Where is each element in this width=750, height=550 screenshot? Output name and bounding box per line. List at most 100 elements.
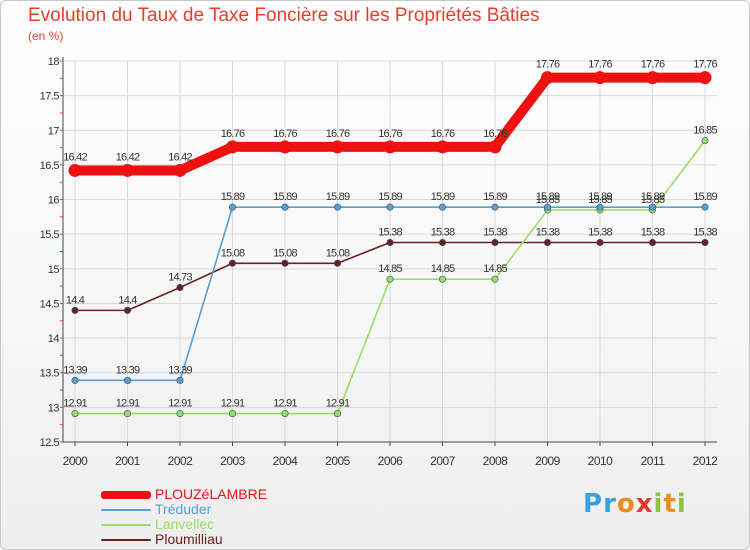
data-label: 15.08 — [326, 247, 350, 259]
data-point — [491, 275, 499, 283]
data-label: 15.85 — [536, 194, 560, 206]
y-axis-unit-label: (en %) — [28, 29, 64, 43]
data-label: 15.89 — [431, 191, 455, 203]
data-point — [71, 306, 79, 314]
data-point — [438, 203, 446, 211]
data-label: 16.42 — [116, 151, 140, 163]
data-label: 15.89 — [588, 191, 612, 203]
legend-swatch — [101, 523, 151, 526]
data-label: 14.4 — [118, 294, 137, 306]
data-point — [438, 238, 446, 246]
series-layer — [68, 71, 712, 418]
y-tick-label: 17 — [48, 125, 60, 137]
data-point — [278, 140, 292, 154]
data-point — [646, 71, 659, 85]
x-tick-label: 2002 — [168, 454, 194, 468]
data-label: 15.38 — [588, 226, 612, 238]
grid-layer — [63, 60, 717, 443]
y-tick-label: 15 — [48, 264, 60, 276]
data-point — [176, 284, 184, 292]
x-tick-label: 2012 — [693, 454, 719, 468]
data-label: 17.76 — [588, 59, 612, 71]
data-label: 15.08 — [221, 247, 245, 259]
y-tick-label: 17.5 — [40, 91, 60, 103]
data-point — [698, 71, 712, 85]
data-label: 17.76 — [641, 59, 665, 71]
data-label: 15.89 — [221, 191, 245, 203]
data-label: 15.85 — [641, 194, 665, 206]
data-label: 12.91 — [63, 398, 87, 410]
data-point — [648, 203, 656, 211]
legend-entry: PLOUZéLAMBRE — [101, 487, 267, 502]
data-label: 16.76 — [431, 128, 455, 140]
proxiti-logo: Proxiti — [583, 489, 687, 519]
data-label: 13.39 — [63, 364, 87, 376]
data-label: 12.91 — [168, 398, 192, 410]
legend-swatch — [101, 508, 151, 511]
data-label: 13.39 — [168, 364, 192, 376]
data-point — [176, 410, 184, 418]
data-point — [541, 71, 554, 85]
legend-swatch — [101, 490, 151, 499]
logo-letter: P — [583, 489, 604, 519]
data-label: 15.89 — [273, 191, 297, 203]
legend-entry: Tréduder — [101, 502, 267, 517]
data-point — [701, 203, 709, 211]
legend: PLOUZéLAMBRE Tréduder Lanvellec Ploumilliau — [101, 487, 267, 547]
data-point — [281, 259, 289, 267]
logo-letter: t — [663, 489, 677, 519]
data-label: 15.89 — [483, 191, 507, 203]
y-tick-label: 16.5 — [40, 160, 60, 172]
data-label: 16.76 — [326, 128, 350, 140]
logo-letter: i — [653, 489, 664, 519]
data-label: 15.38 — [641, 226, 665, 238]
data-point — [386, 275, 394, 283]
data-label: 14.73 — [168, 272, 192, 284]
data-point — [229, 259, 237, 267]
legend-label: Tréduder — [155, 501, 212, 517]
logo-letter: x — [635, 489, 654, 519]
data-label: 16.42 — [168, 151, 192, 163]
data-label: 15.38 — [693, 226, 717, 238]
data-point — [71, 410, 79, 418]
data-point — [229, 410, 237, 418]
data-label: 15.89 — [641, 191, 665, 203]
data-point — [596, 238, 604, 246]
legend-label: Lanvellec — [155, 516, 215, 532]
data-label: 17.76 — [693, 59, 717, 71]
data-label: 16.76 — [483, 128, 507, 140]
data-label: 15.89 — [326, 191, 350, 203]
data-label: 14.4 — [66, 294, 85, 306]
data-point — [333, 203, 341, 211]
data-label: 15.38 — [378, 226, 402, 238]
data-label: 16.85 — [693, 125, 717, 137]
data-point — [386, 238, 394, 246]
data-point — [333, 259, 341, 267]
data-point — [543, 203, 551, 211]
y-tick-label: 14 — [48, 333, 60, 345]
legend-swatch — [101, 538, 151, 541]
data-point — [383, 140, 397, 154]
y-tick-label: 14.5 — [40, 298, 60, 310]
x-tick-label: 2003 — [220, 454, 246, 468]
data-label: 16.76 — [273, 128, 297, 140]
legend-entry: Ploumilliau — [101, 532, 267, 547]
data-label: 15.08 — [273, 247, 297, 259]
data-point — [701, 238, 709, 246]
data-point — [386, 203, 394, 211]
data-label: 15.38 — [483, 226, 507, 238]
data-label: 16.76 — [221, 128, 245, 140]
legend-entry: Lanvellec — [101, 517, 267, 532]
data-point — [331, 140, 344, 154]
y-tick-label: 16 — [48, 195, 60, 207]
y-tick-label: 13.5 — [40, 368, 60, 380]
legend-label: Ploumilliau — [155, 531, 223, 547]
data-point — [333, 410, 341, 418]
data-label: 12.91 — [273, 398, 297, 410]
x-tick-label: 2001 — [115, 454, 141, 468]
y-tick-label: 12.5 — [40, 437, 60, 449]
logo-letter: r — [603, 489, 617, 519]
chart-title: Evolution du Taux de Taxe Foncière sur l… — [28, 5, 540, 26]
data-label: 14.85 — [431, 263, 455, 275]
